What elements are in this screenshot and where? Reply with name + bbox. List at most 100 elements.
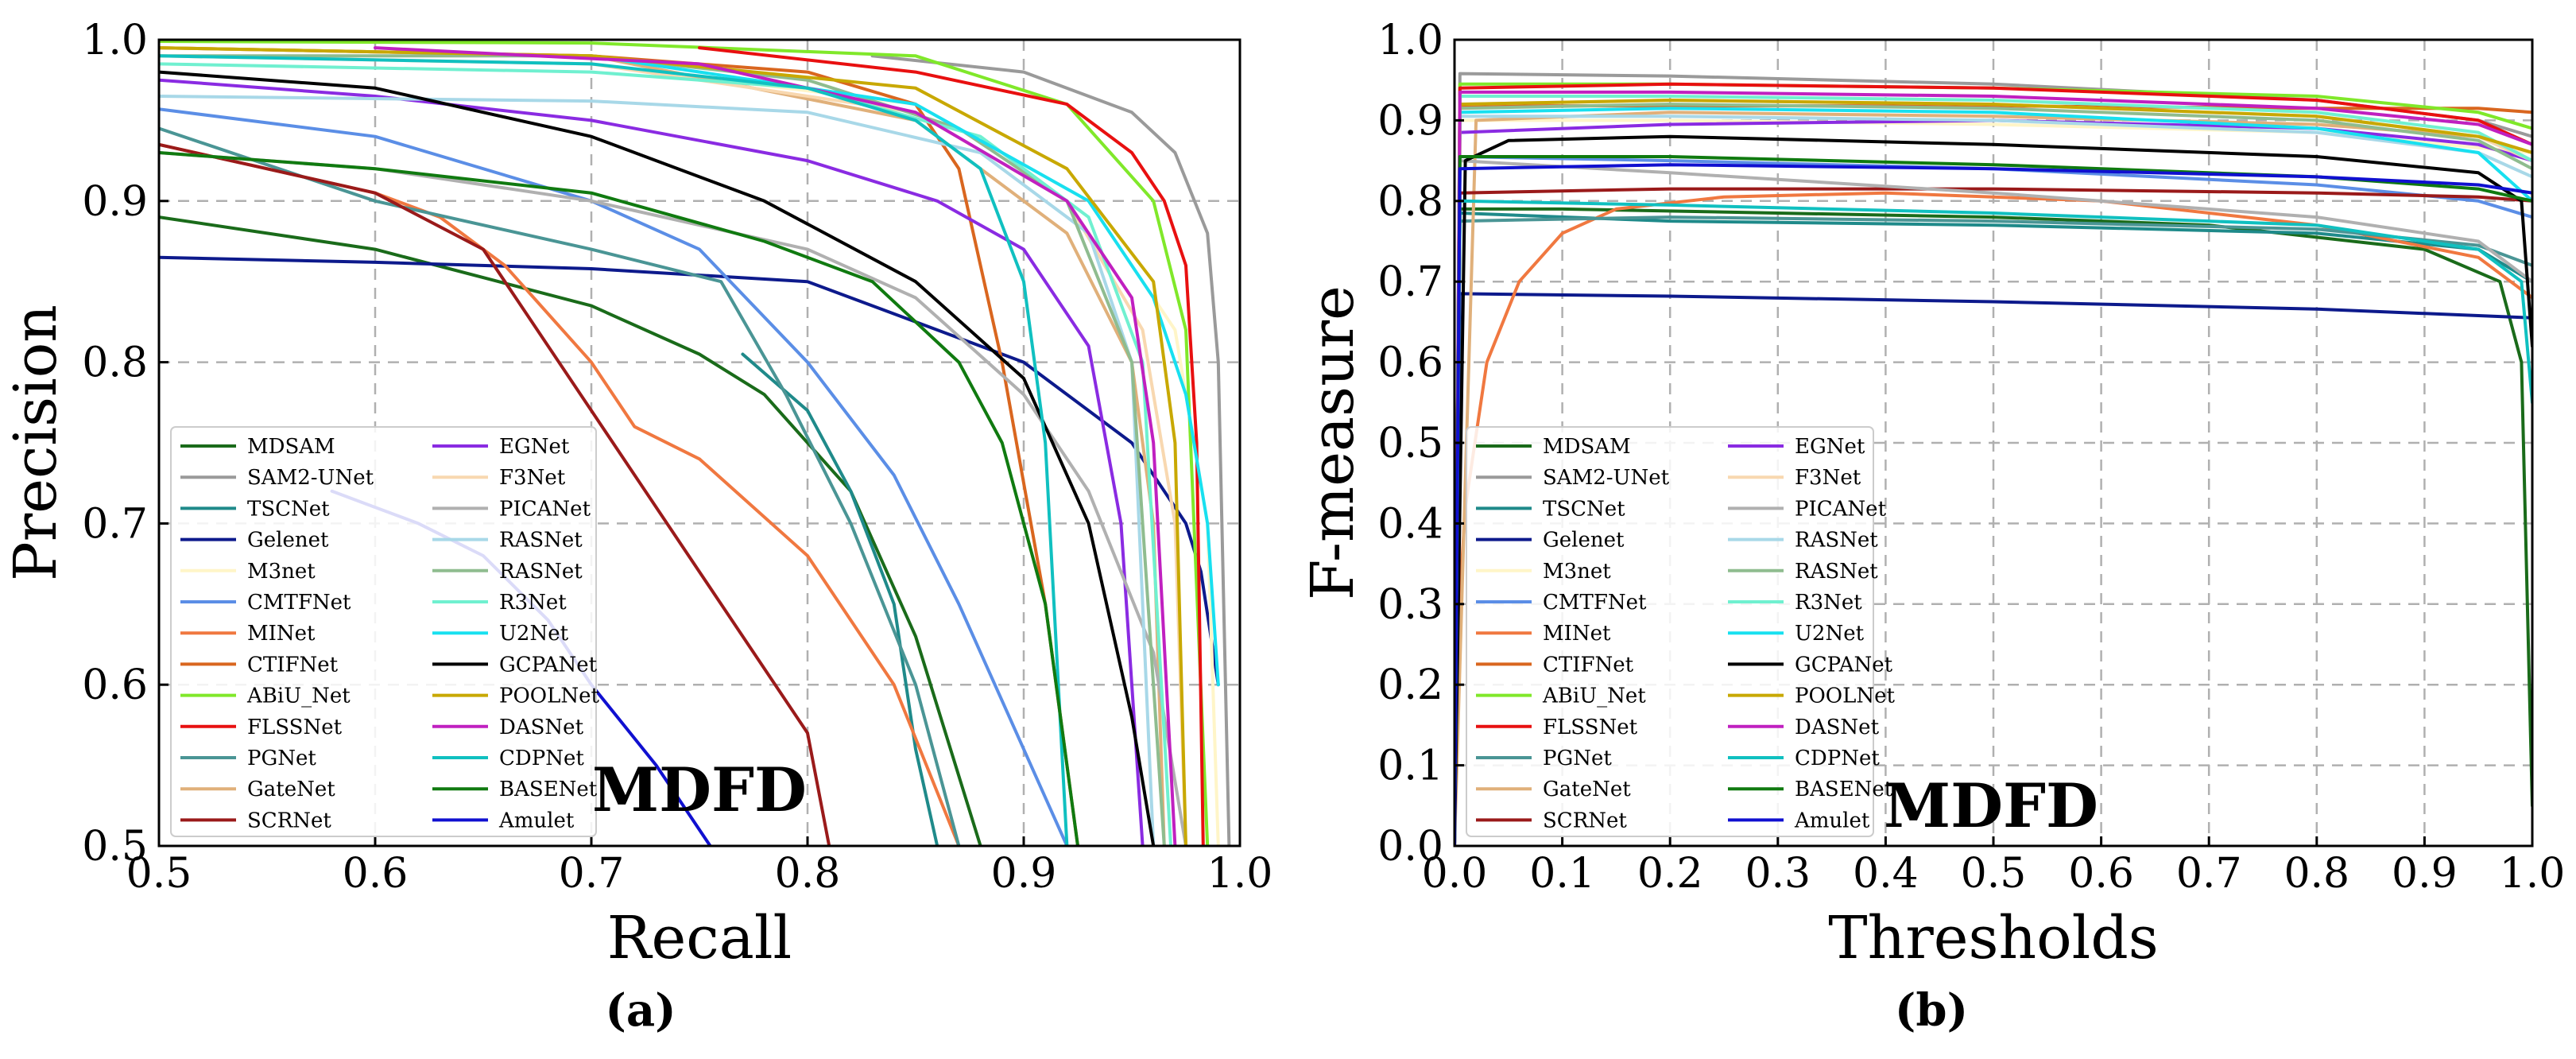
legend-label: POOLNet [499, 685, 600, 708]
y-tick-label: 0.6 [1377, 339, 1443, 387]
legend-label: BASENet [1795, 778, 1893, 801]
x-tick-label: 0.9 [2392, 850, 2458, 898]
y-tick-label: 0.3 [1377, 581, 1443, 629]
series-line-basenet [159, 151, 1079, 846]
panel-caption: (b) [1895, 984, 1968, 1037]
legend-label: RASNet [1795, 560, 1878, 584]
legend-label: Gelenet [247, 529, 329, 553]
y-tick-label: 0.9 [1377, 97, 1443, 145]
x-tick-label: 0.6 [2068, 850, 2134, 898]
series-line-poolnet [159, 46, 1187, 846]
legend-label: Amulet [498, 809, 575, 832]
legend-label: POOLNet [1795, 685, 1896, 708]
legend-label: MDSAM [1543, 435, 1631, 459]
series-line-dasnet [374, 46, 1177, 846]
legend-label: CMTFNet [247, 591, 351, 615]
legend-label: EGNet [1795, 435, 1865, 459]
legend-label: PGNet [1543, 747, 1612, 770]
legend-label: GateNet [1543, 778, 1631, 801]
legend-label: M3net [1543, 560, 1611, 584]
legend-label: SCRNet [247, 809, 331, 832]
series-line-amulet [1455, 163, 2532, 846]
legend-label: TSCNet [1543, 497, 1625, 521]
y-tick-label: 0.9 [82, 178, 148, 226]
y-tick-label: 0.6 [82, 661, 148, 709]
series-line-flssnet [1455, 82, 2532, 846]
legend-label: ABiU_Net [246, 685, 351, 708]
dataset-annotation: MDFD [1884, 770, 2098, 841]
x-tick-label: 0.5 [126, 850, 192, 898]
x-tick-label: 0.5 [1961, 850, 2027, 898]
legend-label: SAM2-UNet [247, 466, 374, 490]
legend-label: CTIFNet [247, 653, 339, 677]
legend-label: SCRNet [1543, 809, 1627, 832]
x-tick-label: 0.1 [1529, 850, 1595, 898]
series-line-u2net [590, 54, 1220, 687]
y-tick-label: 0.8 [1377, 178, 1443, 226]
legend-label: FLSSNet [1543, 716, 1638, 739]
x-tick-label: 0.4 [1853, 850, 1919, 898]
series-line-sam2-unet [870, 54, 1231, 846]
legend-label: GCPANet [499, 653, 598, 677]
legend-box [1466, 426, 1874, 837]
legend-label: ABiU_Net [1542, 685, 1646, 708]
x-tick-label: 0.8 [775, 850, 841, 898]
x-tick-label: 0.7 [559, 850, 625, 898]
x-tick-label: 0.7 [2176, 850, 2242, 898]
legend-label: Gelenet [1543, 529, 1625, 553]
y-tick-label: 0.2 [1377, 661, 1443, 709]
x-axis-label: Recall [607, 904, 792, 972]
legend-label: DASNet [499, 716, 584, 739]
series-line-mdsam [159, 215, 982, 846]
legend-label: F3Net [499, 466, 566, 490]
series-line-cdpnet [1455, 199, 2532, 846]
x-tick-label: 0.2 [1637, 850, 1703, 898]
series-group [1455, 72, 2532, 846]
y-axis-label: Precision [2, 305, 70, 581]
y-tick-label: 1.0 [1377, 17, 1443, 64]
legend-label: CDPNet [1795, 747, 1880, 770]
series-line-gcpanet [1455, 134, 2532, 846]
legend-label: MDSAM [247, 435, 335, 459]
legend-label: U2Net [499, 622, 569, 646]
legend-label: GateNet [247, 778, 335, 801]
legend-label: U2Net [1795, 622, 1865, 646]
y-tick-label: 1.0 [82, 17, 148, 64]
series-line-basenet [1455, 155, 2532, 846]
panel-b: 0.0 0.1 0.2 0.3 0.4 0.5 0.6 0.7 0.8 0.9 1.0 0.0 0.1 0… [1299, 17, 2565, 1037]
panel-caption: (a) [605, 984, 676, 1037]
legend-label: SAM2-UNet [1543, 466, 1670, 490]
legend-label: PICANet [499, 497, 591, 521]
legend-box [170, 426, 597, 837]
y-tick-label: 0.8 [82, 339, 148, 387]
series-line-gcpanet [159, 70, 1156, 846]
legend-label: DASNet [1795, 716, 1880, 739]
legend-label: PGNet [247, 747, 316, 770]
x-axis-label: Thresholds [1828, 904, 2158, 972]
series-line-scrnet [159, 142, 831, 846]
panel-a: 0.5 0.6 0.7 0.8 0.9 1.0 0.5 0.6 0.7 0.8 0.9 1.0 Reca… [2, 17, 1273, 1037]
x-tick-label: 0.9 [991, 850, 1057, 898]
series-line-pgnet [159, 126, 961, 846]
dataset-annotation: MDFD [592, 754, 807, 825]
y-tick-label: 0.1 [1377, 743, 1443, 790]
legend-label: RASNet [1795, 529, 1878, 553]
series-line-cmtfnet [159, 107, 1069, 846]
x-tick-label: 1.0 [2500, 850, 2566, 898]
series-line-tscnet [741, 352, 939, 846]
y-tick-label: 0.5 [82, 823, 148, 871]
series-line-mdsam [1455, 207, 2532, 846]
legend-label: F3Net [1795, 466, 1861, 490]
x-tick-label: 0.6 [343, 850, 409, 898]
series-line-picanet [159, 151, 1187, 846]
legend: MDSAM SAM2-UNet TSCNet Gelenet M3net CMTFNet M… [170, 426, 600, 837]
legend-label: MINet [247, 622, 316, 646]
legend-label: EGNet [499, 435, 570, 459]
series-line-flssnet [698, 46, 1205, 846]
series-group [159, 40, 1231, 846]
x-tick-label: 0.0 [1422, 850, 1488, 898]
legend-label: TSCNet [247, 497, 330, 521]
legend-label: CDPNet [499, 747, 584, 770]
series-line-cdpnet [159, 54, 1069, 846]
